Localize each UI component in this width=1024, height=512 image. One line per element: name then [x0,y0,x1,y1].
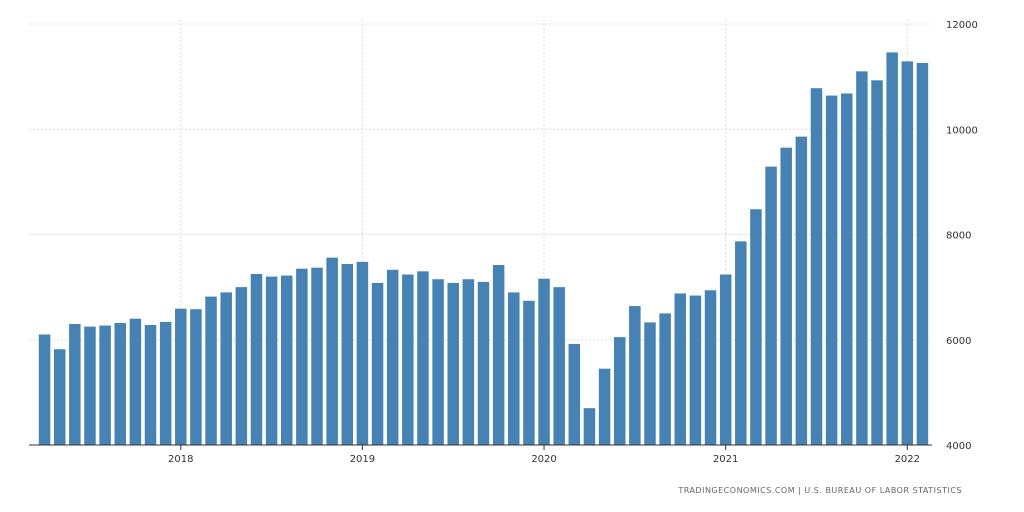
bar-2017-12 [159,321,172,445]
bar-2018-12 [341,263,354,445]
source-credit: TRADINGECONOMICS.COM | U.S. BUREAU OF LA… [678,486,962,495]
bar-2017-09 [114,322,126,445]
bar-2020-01 [538,278,550,445]
bar-2022-01 [901,61,914,446]
bar-2019-10 [492,265,505,445]
bar-2020-02 [553,287,565,445]
y-tick-label: 10000 [946,125,978,136]
bar-2017-10 [129,318,142,445]
bar-2019-05 [417,271,429,445]
bar-2021-01 [719,274,732,445]
bar-2021-06 [795,136,808,445]
x-tick-label: 2021 [713,454,738,465]
x-tick-label: 2020 [531,454,556,465]
bar-2018-03 [205,296,217,445]
bar-2017-06 [69,323,81,445]
y-tick-label: 8000 [946,231,971,242]
bar-2018-02 [190,309,202,445]
x-tick-labels: 2018 2019 2020 2021 2022 [168,445,920,465]
bar-2022-02 [916,62,929,445]
bar-2021-10 [856,71,868,446]
bar-2019-01 [356,261,369,445]
bar-2021-09 [841,93,853,445]
bar-2020-11 [689,295,702,445]
bar-2018-05 [235,287,248,445]
bar-2017-04 [38,334,51,445]
bar-2018-07 [265,276,278,445]
bar-2021-02 [735,241,747,445]
bar-2020-04 [583,408,596,445]
bar-2018-11 [326,257,338,445]
bar-2020-05 [598,368,611,445]
bar-2018-06 [250,273,263,445]
x-tick-label: 2018 [168,454,193,465]
bar-2020-06 [613,337,626,445]
bar-2020-03 [568,343,581,445]
bar-2020-08 [644,322,656,445]
bar-2017-07 [84,326,96,445]
bar-2019-12 [523,300,535,445]
bar-2019-08 [462,279,475,445]
bar-2021-11 [871,80,883,445]
bar-2021-03 [750,209,762,445]
bar-2019-11 [508,292,520,445]
bar-2019-04 [402,274,414,445]
bar-2020-12 [704,290,717,445]
y-tick-label: 12000 [946,20,978,31]
y-tick-labels: 4000 6000 8000 10000 12000 [946,20,978,452]
bar-2017-05 [53,349,66,445]
x-tick-label: 2019 [350,454,375,465]
bar-2018-01 [175,308,187,445]
y-tick-label: 4000 [946,441,971,452]
bar-2020-09 [659,313,671,445]
bar-2020-07 [629,306,641,445]
bar-2018-08 [280,275,293,445]
x-tick-label: 2022 [895,454,920,465]
bar-2020-10 [674,293,687,445]
bar-2021-07 [810,88,823,445]
bar-2021-12 [886,52,898,445]
bar-2018-10 [311,267,323,445]
bar-2019-06 [432,279,444,445]
bar-2019-07 [447,282,459,445]
bar-2018-04 [220,292,232,445]
bar-2019-02 [371,282,384,445]
bar-2017-11 [144,325,157,445]
bar-2021-04 [765,166,777,445]
bar-2021-05 [780,147,792,445]
y-tick-label: 6000 [946,336,971,347]
bar-2021-08 [825,95,838,445]
bar-2017-08 [99,325,111,445]
bar-2019-03 [386,269,399,445]
bars [38,52,929,446]
bar-2018-09 [296,268,308,445]
bar-2019-09 [477,281,490,445]
